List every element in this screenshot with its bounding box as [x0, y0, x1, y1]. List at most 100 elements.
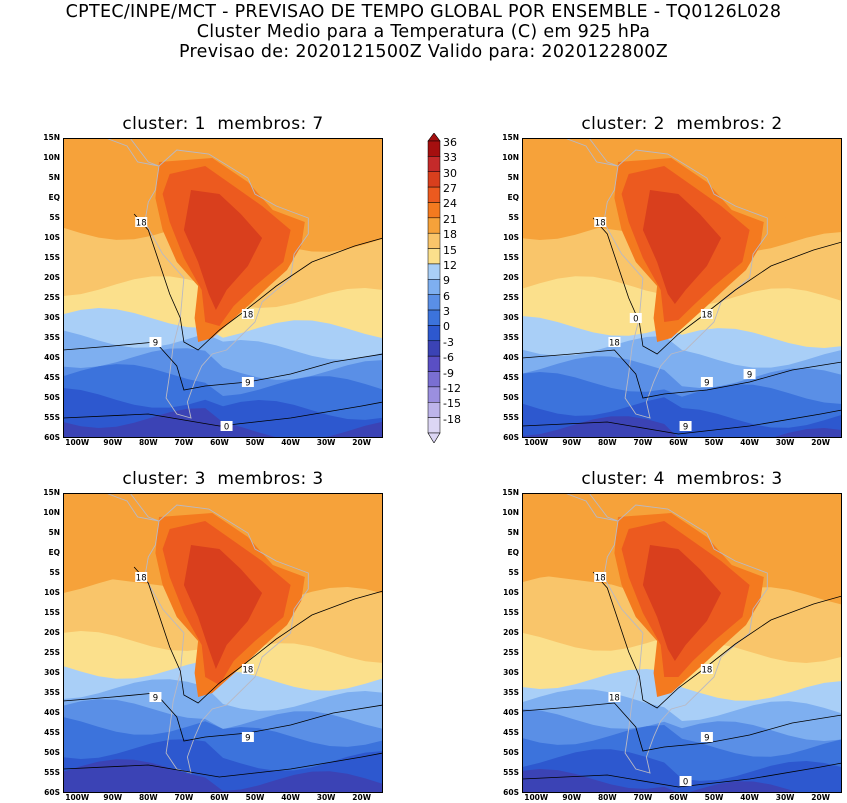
lat-label: 25S [503, 293, 519, 302]
contour-label: 9 [747, 371, 752, 381]
legend-level-label: -15 [443, 397, 461, 411]
lon-label: 80W [597, 793, 617, 802]
lat-label: 40S [44, 708, 60, 717]
lat-label: 35S [44, 333, 60, 342]
legend-swatch [427, 309, 441, 326]
contour-label: 18 [595, 219, 606, 229]
legend-level-label: 9 [443, 274, 450, 288]
legend-level-label: 3 [443, 305, 450, 319]
legend-swatch [427, 386, 441, 403]
lat-label: EQ [507, 548, 520, 557]
lat-label: 10N [502, 153, 519, 162]
legend-level-label: 18 [443, 228, 457, 242]
contour-label: 18 [609, 339, 620, 349]
contour-label: 18 [136, 219, 147, 229]
temperature-field [522, 493, 842, 793]
lon-label: 50W [704, 438, 724, 447]
lon-label: 100W [524, 438, 549, 447]
legend-level-label: 30 [443, 166, 457, 180]
lon-label: 40W [740, 438, 759, 447]
map-panel-3: 18 18 9 9 [63, 493, 383, 793]
contour-line [522, 349, 842, 399]
map-panel-4: 18 18 18 9 0 [522, 493, 842, 793]
lat-label: 5S [508, 213, 519, 222]
lat-label: 60S [44, 433, 60, 442]
lat-label: 45S [44, 373, 60, 382]
legend-swatch [427, 186, 441, 203]
legend-swatch [427, 232, 441, 249]
temp-band-30-land [183, 545, 263, 669]
lon-label: 80W [138, 793, 158, 802]
legend-level-label: -9 [443, 366, 454, 380]
lat-label: 10S [44, 233, 60, 242]
contour-label-bg [594, 572, 607, 582]
lon-label: 50W [704, 793, 724, 802]
lon-label: 90W [103, 793, 123, 802]
contour-label: 18 [701, 311, 712, 321]
lat-label: 10S [44, 588, 60, 597]
lon-label: 50W [245, 438, 265, 447]
legend-swatch [427, 171, 441, 188]
lat-label: 10N [502, 508, 519, 517]
lat-label: 20S [44, 273, 60, 282]
lon-label: 60W [669, 438, 688, 447]
legend-level-label: 36 [443, 136, 457, 149]
lat-label: 55S [44, 768, 60, 777]
lon-label: 100W [65, 793, 90, 802]
contour-label-bg [594, 217, 607, 227]
contour-label: 18 [701, 666, 712, 676]
lat-label: 60S [503, 788, 519, 797]
contour-line [522, 702, 842, 752]
lon-label: 20W [352, 438, 372, 447]
legend-level-label: -12 [443, 381, 461, 395]
legend-swatch [427, 325, 441, 342]
temp-band--3 [522, 769, 842, 793]
lat-label: 10N [43, 153, 60, 162]
contour-label: 18 [242, 311, 253, 321]
coastline-south-america [144, 149, 309, 419]
lat-label: 50S [44, 748, 60, 757]
legend-level-label: 12 [443, 258, 457, 272]
contour-label-bg [700, 732, 713, 742]
lat-label: 25S [44, 648, 60, 657]
lat-label: 45S [44, 728, 60, 737]
coastline-south-america [603, 149, 768, 419]
lat-label: 30S [503, 313, 519, 322]
temp-band-30-land [183, 190, 263, 310]
color-legend [427, 133, 441, 443]
lat-label: EQ [48, 193, 61, 202]
lat-label: 5S [49, 213, 60, 222]
contour-label: 9 [704, 379, 709, 389]
temperature-field [63, 493, 383, 793]
contour-label: 9 [245, 379, 250, 389]
contour-line [63, 401, 383, 427]
legend-swatch [427, 340, 441, 357]
lon-label: 40W [740, 793, 759, 802]
panel-title-4: cluster: 4 membros: 3 [581, 469, 783, 489]
lon-label: 40W [281, 793, 300, 802]
title-line-3: Previsao de: 2020121500Z Valido para: 20… [178, 42, 669, 62]
legend-level-label: 0 [443, 320, 450, 334]
legend-level-label: -6 [443, 351, 454, 365]
lat-label: 15N [43, 488, 60, 497]
contour-label-bg [220, 421, 233, 431]
contour-label-bg [241, 309, 254, 319]
lon-label: 90W [103, 438, 123, 447]
coastline-central-america [522, 138, 619, 167]
lat-label: 10S [503, 588, 519, 597]
lat-label: 5S [508, 568, 519, 577]
panel-title-3: cluster: 3 membros: 3 [122, 469, 324, 489]
coastline-south-america [144, 504, 309, 774]
legend-level-label: 27 [443, 182, 457, 196]
lon-label: 90W [562, 438, 582, 447]
lon-label: 50W [245, 793, 265, 802]
temp-band-30-land [642, 545, 722, 661]
lat-label: 40S [503, 708, 519, 717]
lon-label: 80W [138, 438, 158, 447]
map-panel-2: 18 18 18 9 9 9 0 [522, 138, 842, 438]
contour-label: 9 [704, 734, 709, 744]
lon-label: 70W [633, 438, 653, 447]
temp-band--3 [63, 759, 383, 793]
contour-label-bg [608, 337, 621, 347]
lat-label: 45S [503, 373, 519, 382]
